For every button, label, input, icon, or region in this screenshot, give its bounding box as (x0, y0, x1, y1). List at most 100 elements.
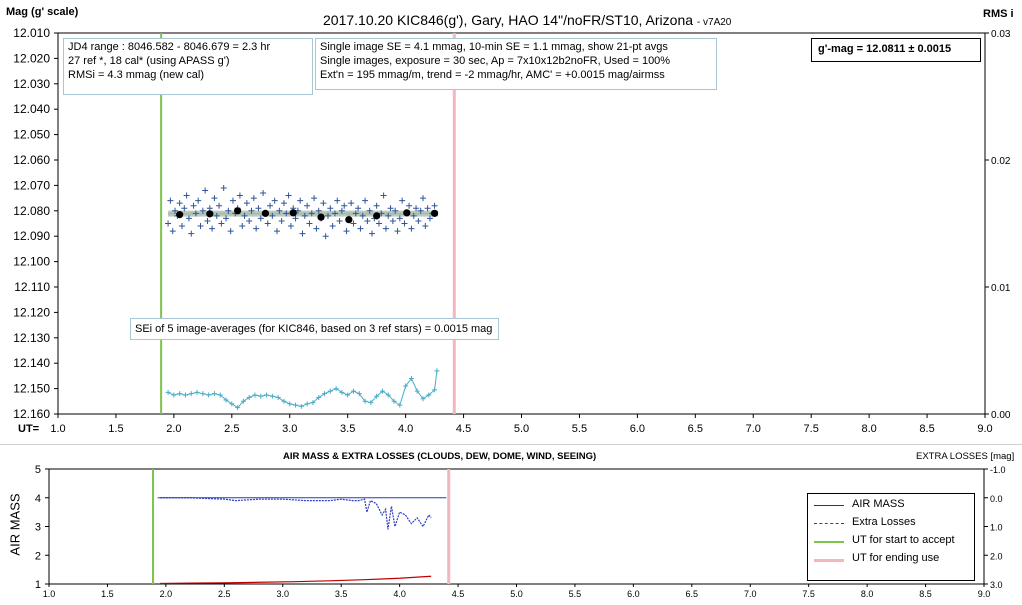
range-line-1: JD4 range : 8046.582 - 8046.679 = 2.3 hr (68, 41, 271, 53)
data-point (178, 223, 185, 230)
data-point (313, 225, 320, 232)
data-point (389, 217, 396, 224)
bottom-y2-tick-label: -1.0 (990, 465, 1006, 475)
x-tick-label: 8.0 (861, 423, 876, 435)
data-point (169, 228, 176, 235)
x-tick-label: 3.5 (340, 423, 355, 435)
rms-point (188, 391, 194, 397)
data-point (280, 200, 287, 207)
data-point (394, 228, 401, 235)
data-point (209, 225, 216, 232)
y-tick-label: 12.140 (13, 356, 50, 370)
data-point (269, 212, 276, 219)
data-point (241, 212, 248, 219)
data-point (274, 228, 281, 235)
bottom-x-tick-label: 2.5 (218, 589, 231, 599)
data-point (248, 207, 255, 214)
rms-point (345, 392, 351, 398)
x-tick-label: 4.0 (398, 423, 413, 435)
rms-point (391, 398, 397, 404)
rms-point (434, 368, 440, 374)
data-point (359, 212, 366, 219)
extra-losses-line (160, 497, 432, 530)
x-tick-label: 9.0 (977, 423, 992, 435)
data-point (250, 195, 257, 202)
version-label: - v7A20 (696, 17, 732, 28)
data-point (315, 207, 322, 214)
data-point (204, 217, 211, 224)
data-point (426, 215, 433, 222)
rms-point (368, 400, 374, 406)
y-tick-label: 12.030 (13, 77, 50, 91)
data-point (357, 225, 364, 232)
data-point (410, 212, 417, 219)
data-point (375, 220, 382, 227)
bottom-y-tick-label: 3 (35, 522, 41, 534)
data-point (197, 223, 204, 230)
data-point (327, 205, 334, 212)
data-point (192, 210, 199, 217)
legend-swatch-extra-losses (814, 523, 844, 524)
data-point (264, 220, 271, 227)
legend-swatch-end (814, 559, 844, 562)
bottom-chart: 5 4 3 2 1 -1.0 0.0 1.0 2.0 3.0 1.0 1.5 2.0 2.5 3.0 3.5 4… (35, 464, 1006, 599)
rms-point (194, 389, 200, 395)
chart-title-text: 2017.10.20 KIC846(g'), Gary, HAO 14"/noF… (323, 12, 694, 28)
data-point (408, 225, 415, 232)
legend-swatch-start (814, 541, 844, 543)
data-point (387, 205, 394, 212)
rms-point (281, 398, 287, 404)
range-line-3: RMSi = 4.3 mmag (new cal) (68, 69, 205, 81)
rms-point (293, 402, 299, 408)
bottom-x-tick-label: 9.0 (978, 589, 991, 599)
rms-point (432, 387, 438, 393)
rms-point (426, 392, 432, 398)
y2-tick-label: 0.00 (991, 410, 1011, 421)
data-point (172, 207, 179, 214)
data-point (301, 212, 308, 219)
data-point (336, 217, 343, 224)
right-axis-label: RMS i (983, 8, 1014, 20)
x-tick-label: 3.0 (282, 423, 297, 435)
data-point (322, 233, 329, 240)
rms-point (350, 388, 356, 394)
bottom-x-tick-label: 4.0 (393, 589, 406, 599)
y-tick-label: 12.100 (13, 255, 50, 269)
data-point (243, 200, 250, 207)
average-point (289, 209, 297, 217)
data-point (415, 217, 422, 224)
data-point (167, 197, 174, 204)
data-point (380, 192, 387, 199)
data-point (304, 202, 311, 209)
data-point (181, 205, 188, 212)
x-tick-label: 4.5 (456, 423, 471, 435)
data-point (378, 210, 385, 217)
data-point (276, 207, 283, 214)
extra-losses-axis-label: EXTRA LOSSES [mag] (916, 451, 1015, 462)
data-point (324, 212, 331, 219)
range-line-2: 27 ref *, 18 cal* (using APASS g') (68, 55, 230, 67)
data-point (195, 197, 202, 204)
data-point (413, 205, 420, 212)
rms-point (403, 383, 409, 389)
bottom-x-tick-label: 3.5 (335, 589, 348, 599)
rms-point (264, 392, 270, 398)
average-point (317, 213, 325, 221)
data-point (213, 212, 220, 219)
rms-point (177, 391, 183, 397)
rms-point (327, 388, 333, 394)
x-tick-label: 6.5 (688, 423, 703, 435)
data-point (292, 215, 299, 222)
data-point (396, 215, 403, 222)
average-point (373, 212, 381, 220)
bottom-x-tick-label: 2.0 (160, 589, 173, 599)
rms-point (379, 388, 385, 394)
bottom-x-tick-label: 7.0 (744, 589, 757, 599)
rms-point (229, 401, 235, 407)
result-box: g'-mag = 12.0811 ± 0.0015 (811, 38, 981, 62)
data-point (285, 192, 292, 199)
bottom-x-tick-label: 5.0 (510, 589, 523, 599)
data-point (202, 187, 209, 194)
data-point (239, 223, 246, 230)
bottom-x-tick-label: 8.5 (919, 589, 932, 599)
